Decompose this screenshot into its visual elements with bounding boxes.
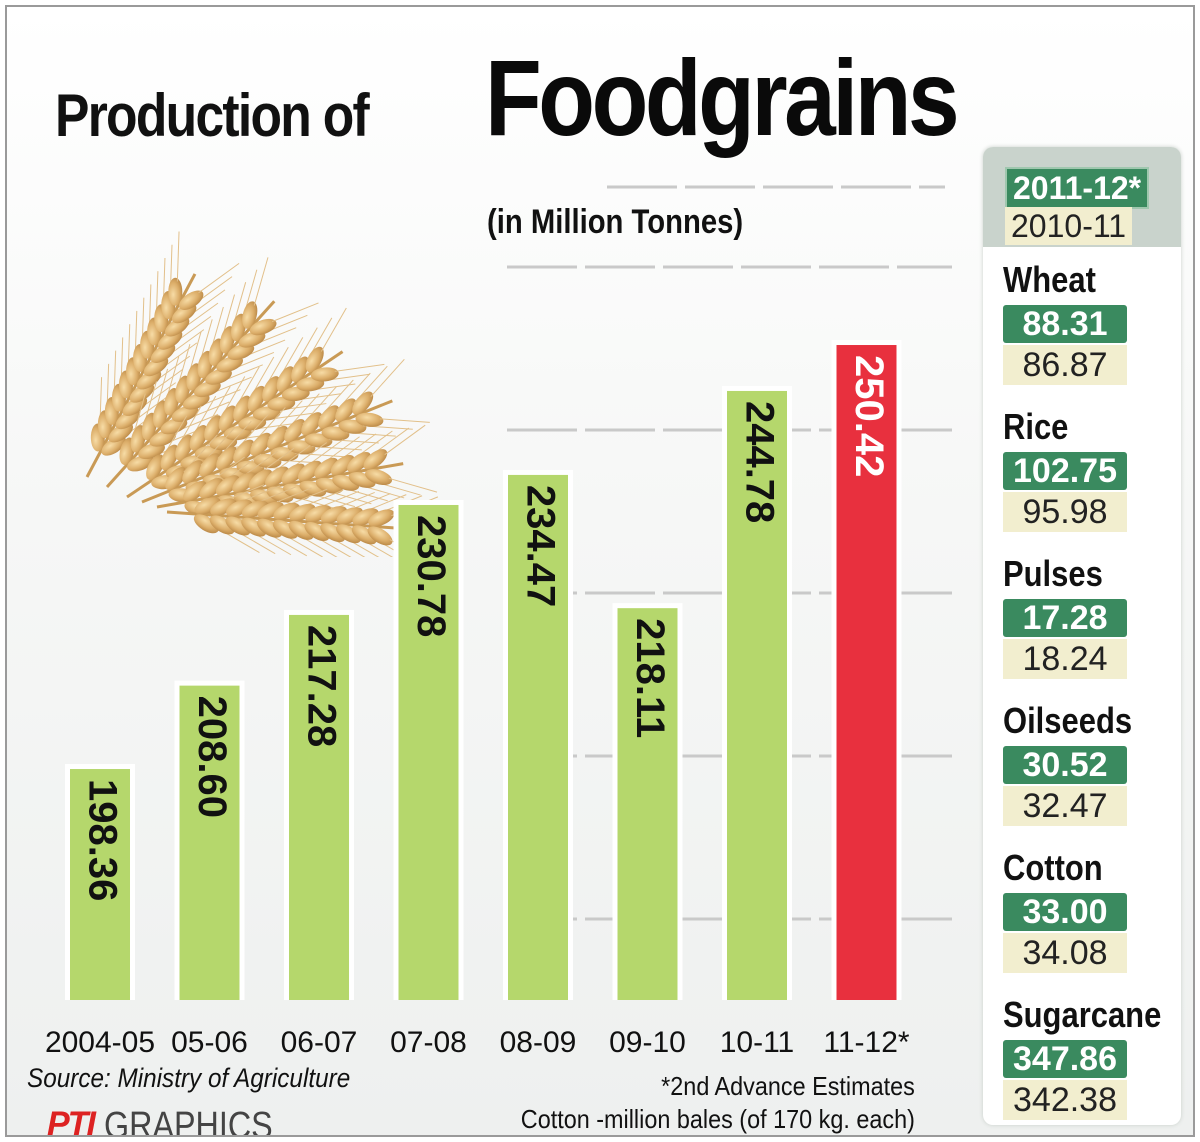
estimate-note: *2nd Advance Estimates: [661, 1071, 915, 1101]
bar-08-09: [508, 474, 568, 1000]
crop-block: Wheat 88.31 86.87: [1003, 259, 1173, 399]
pti-graphics-credit: PTI GRAPHICS: [47, 1105, 303, 1137]
graphics-label: GRAPHICS: [104, 1105, 274, 1137]
crop-block: Pulses 17.28 18.24: [1003, 553, 1173, 693]
x-tick-label: 08-09: [500, 1026, 577, 1059]
bar-value-label: 198.36: [80, 779, 124, 901]
x-tick-label: 10-11: [720, 1026, 795, 1059]
x-tick-label: 11-12*: [823, 1026, 910, 1059]
wheat-illustration: [85, 231, 439, 557]
crop-value-previous: 18.24: [1003, 639, 1127, 679]
crop-value-previous: 95.98: [1003, 492, 1127, 532]
crop-name: Cotton: [1003, 847, 1103, 888]
bar-05-06: [179, 685, 240, 1000]
crop-value-current: 17.28: [1003, 599, 1127, 637]
wheat-head: [85, 231, 240, 478]
crop-value-current: 33.00: [1003, 893, 1127, 931]
crop-value-previous: 86.87: [1003, 345, 1127, 385]
chart-subtitle: (in Million Tonnes): [487, 203, 744, 241]
crop-block: Rice 102.75 95.98: [1003, 406, 1173, 546]
wheat-head: [105, 257, 319, 489]
crop-value-previous: 342.38: [1003, 1080, 1127, 1120]
x-tick-label: 2004-05: [45, 1026, 155, 1059]
crop-value-current: 88.31: [1003, 305, 1127, 343]
chart-title: Production of Foodgrains: [55, 29, 1155, 159]
bar-chart: 198.36 208.60 217.28 230.78 234.47 218.11 244.…: [45, 185, 952, 1059]
legend-current-year: 2011-12*: [1005, 167, 1150, 209]
bar-value-label: 217.28: [299, 625, 343, 747]
panel-legend: 2011-12* 2010-11: [983, 147, 1181, 247]
crop-block: Cotton 33.00 34.08: [1003, 847, 1173, 987]
x-tick-label: 05-06: [171, 1026, 248, 1059]
bar-09-10: [617, 608, 678, 1000]
crop-value-current: 347.86: [1003, 1040, 1127, 1078]
crop-block: Sugarcane 347.86 342.38: [1003, 994, 1173, 1134]
bar-value-label: 218.11: [628, 618, 672, 738]
x-axis-ticks: 2004-05 05-06 06-07 07-08 08-09 09-10 10-11 11-…: [45, 1026, 910, 1059]
crop-name: Rice: [1003, 406, 1069, 447]
bar-value-label: 250.42: [847, 355, 891, 477]
x-tick-label: 09-10: [609, 1026, 686, 1059]
crop-name: Sugarcane: [1003, 994, 1162, 1035]
bar-06-07: [289, 614, 349, 1000]
bar-10-11: [727, 390, 787, 1000]
bar-value-label: 230.78: [409, 515, 453, 637]
legend-previous-year: 2010-11: [1005, 207, 1133, 245]
crop-name: Oilseeds: [1003, 700, 1133, 741]
crop-name: Pulses: [1003, 553, 1103, 594]
crop-block: Oilseeds 30.52 32.47: [1003, 700, 1173, 840]
title-main: Foodgrains: [485, 37, 960, 158]
bar-2004-05: [70, 769, 130, 1000]
bar-value-label: 244.78: [737, 401, 781, 523]
crop-value-previous: 32.47: [1003, 786, 1127, 826]
infographic-frame: Production of Foodgrains (in Million Ton…: [5, 5, 1195, 1137]
bar-value-label: 208.60: [190, 696, 234, 818]
pti-logo: PTI: [47, 1105, 96, 1137]
cotton-unit-note: Cotton -million bales (of 170 kg. each): [520, 1104, 915, 1134]
x-tick-label: 06-07: [281, 1026, 358, 1059]
bar-07-08: [398, 504, 459, 1000]
title-prefix: Production of: [55, 82, 370, 149]
crop-comparison-panel: 2011-12* 2010-11 Wheat 88.31 86.87 Rice 102.…: [983, 147, 1181, 1125]
bars: [65, 340, 902, 1000]
bar-labels: 198.36 208.60 217.28 230.78 234.47 218.11 244.…: [80, 355, 891, 901]
wheat-head: [166, 484, 439, 557]
bar-11-12*: [836, 345, 897, 1000]
wheat-head: [126, 307, 385, 499]
source-note: Source: Ministry of Agriculture: [27, 1063, 351, 1093]
crop-value-previous: 34.08: [1003, 933, 1127, 973]
crop-value-current: 30.52: [1003, 746, 1127, 784]
crop-name: Wheat: [1003, 259, 1096, 300]
bar-value-label: 234.47: [518, 485, 562, 607]
x-tick-label: 07-08: [390, 1026, 467, 1059]
crop-value-current: 102.75: [1003, 452, 1127, 490]
